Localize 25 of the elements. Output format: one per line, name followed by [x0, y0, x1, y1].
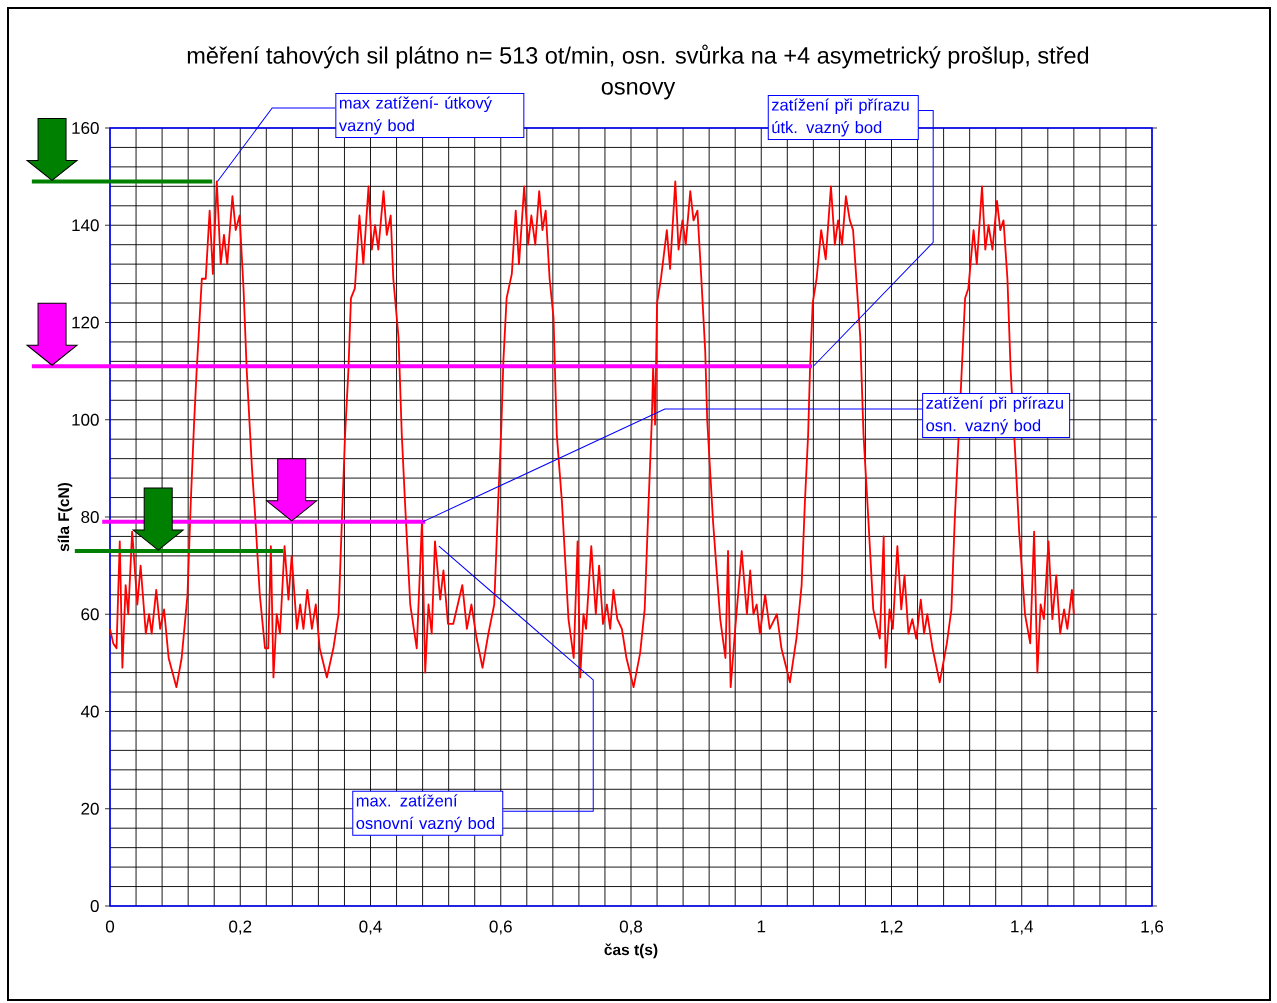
annotation: zatížení při přírazu osn. vazný bod — [926, 396, 1063, 435]
y-tick-label: 20 — [81, 802, 99, 815]
x-axis-title: čas t(s) — [604, 943, 658, 959]
y-tick-label: 80 — [81, 510, 99, 524]
x-tick-label: 1 — [757, 920, 766, 933]
y-tick-label: 0 — [90, 899, 99, 913]
y-tick-label: 120 — [72, 316, 99, 329]
annotation: max zatížení- útkový vazný bod — [338, 96, 492, 135]
y-tick-label: 60 — [81, 608, 99, 621]
x-tick-label: 0,8 — [619, 920, 643, 935]
y-tick-label: 140 — [72, 219, 99, 232]
x-tick-label: 0 — [105, 920, 115, 933]
annotation: zatížení při přírazu útk. vazný bod — [771, 98, 909, 137]
x-tick-label: 0,6 — [489, 920, 512, 935]
x-tick-label: 1,6 — [1141, 920, 1164, 935]
x-tick-label: 0,4 — [359, 920, 382, 935]
y-tick-label: 100 — [72, 413, 99, 426]
x-tick-label: 0,2 — [229, 920, 252, 935]
annotation: max. zatížení osnovní vazný bod — [356, 794, 495, 833]
y-axis-title: síla F(cN) — [57, 482, 73, 552]
x-tick-label: 1,2 — [880, 920, 903, 935]
x-tick-label: 1,4 — [1011, 920, 1034, 935]
line-series — [109, 180, 1075, 689]
y-tick-label: 160 — [72, 121, 99, 135]
y-tick-label: 40 — [80, 705, 99, 718]
